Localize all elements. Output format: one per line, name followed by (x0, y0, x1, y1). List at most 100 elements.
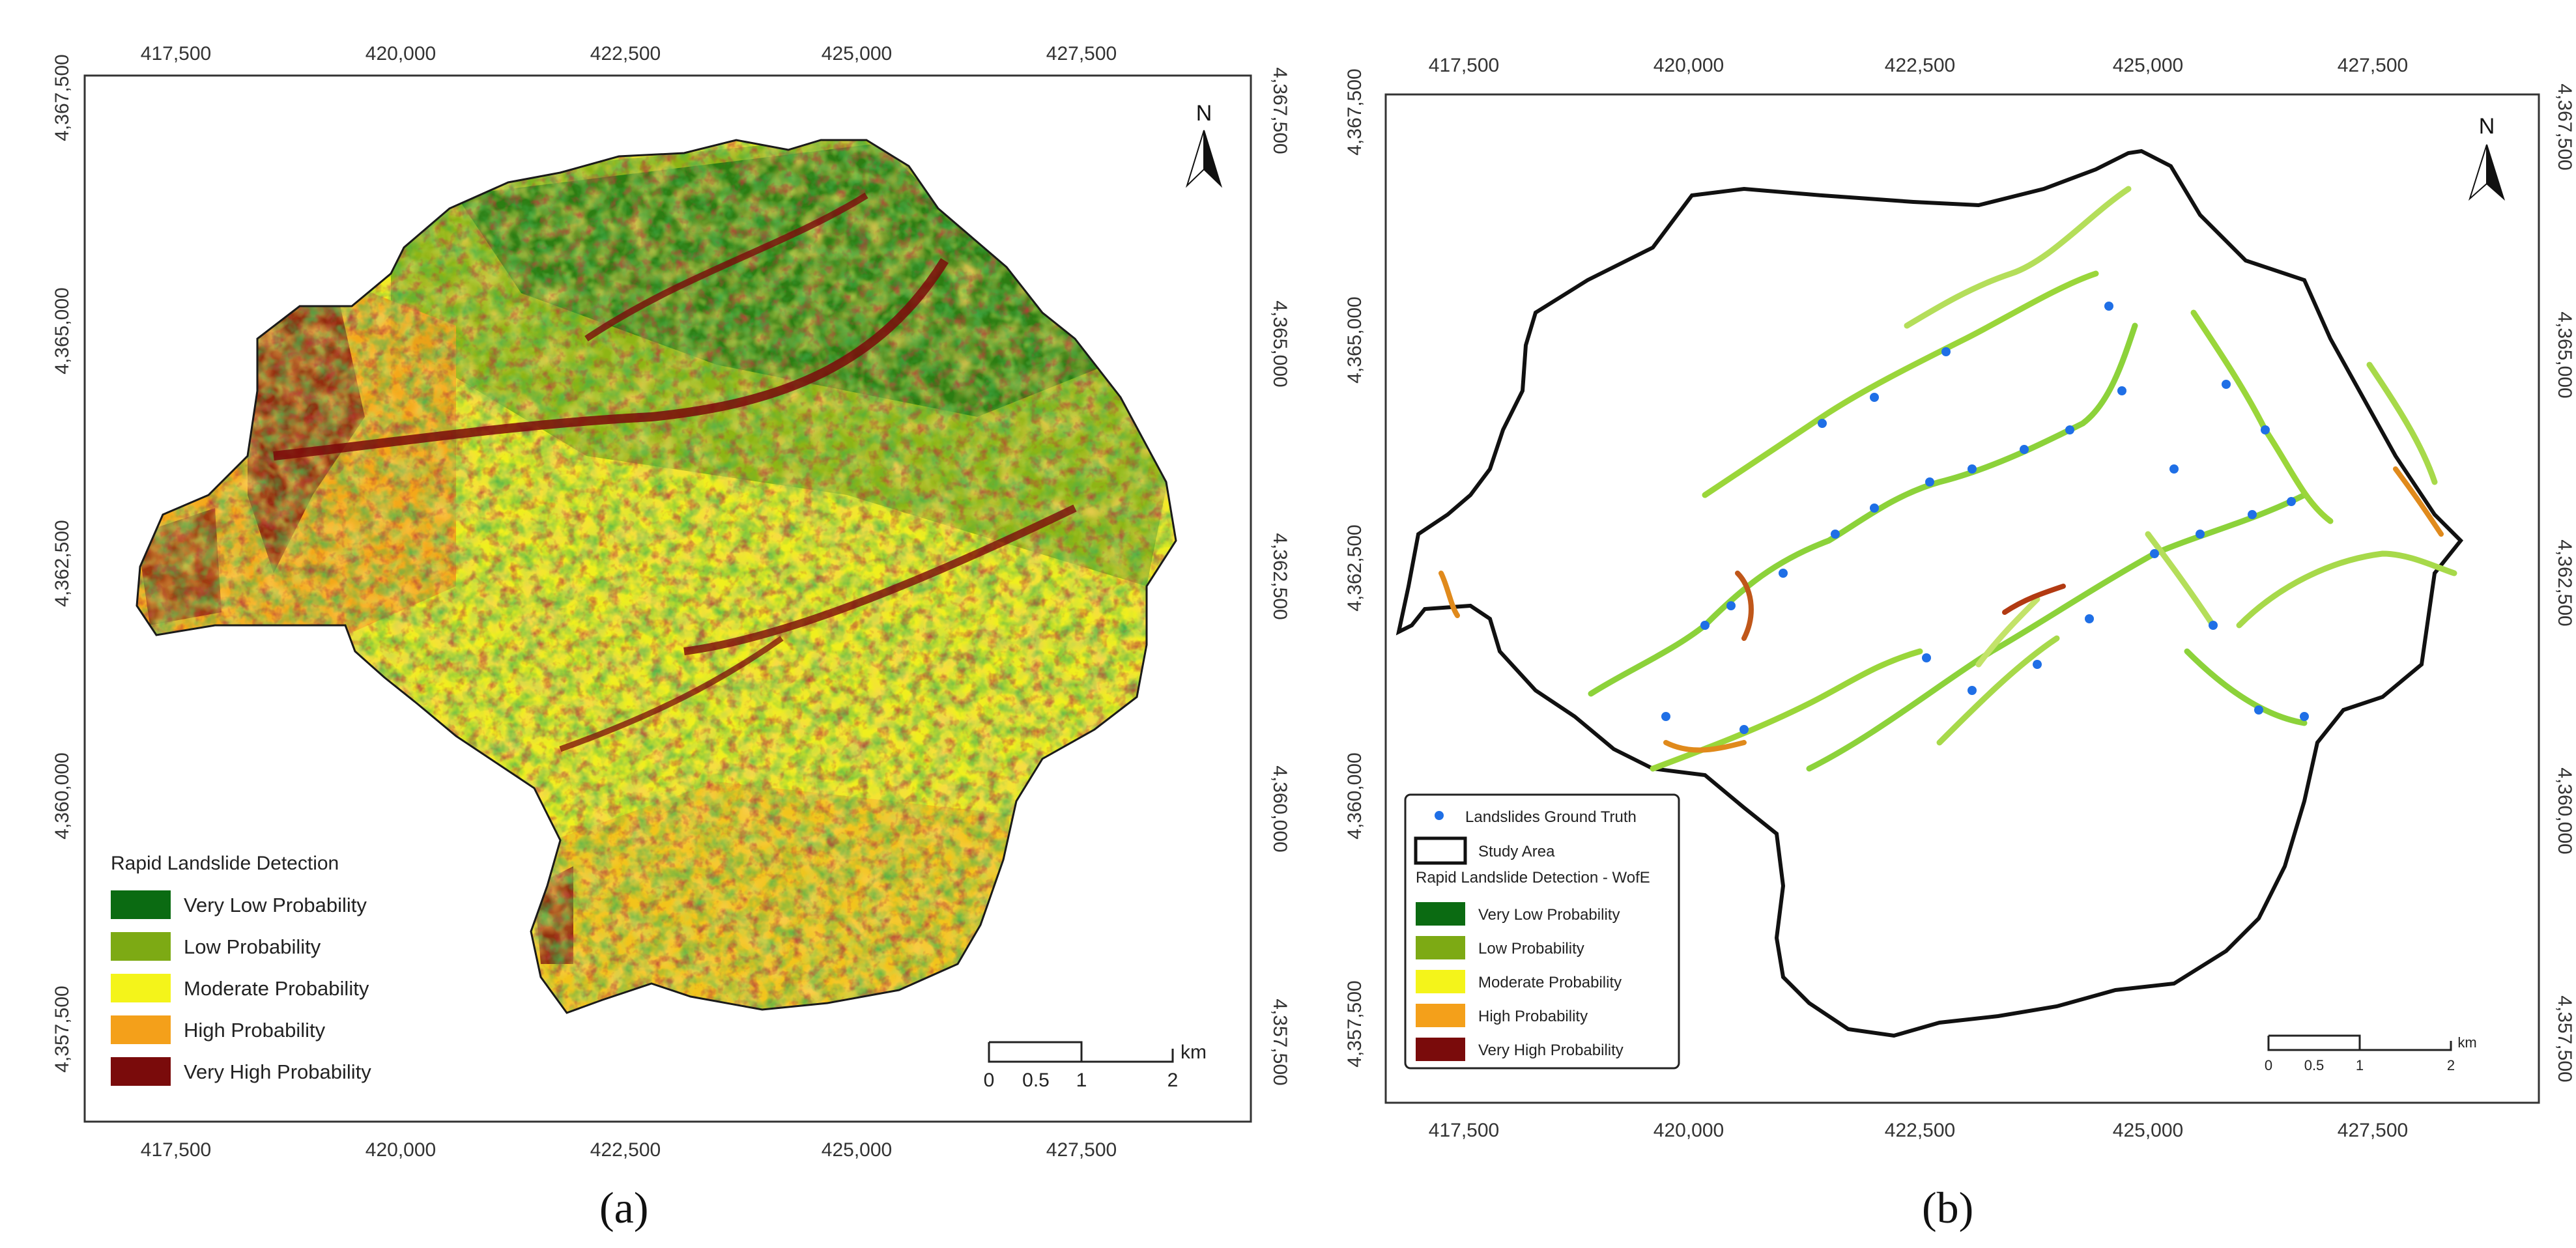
y-tick-label: 4,365,000 (1269, 300, 1288, 387)
y-axis-right: 4,367,500 4,365,000 4,362,500 4,360,000 … (1269, 67, 1288, 1085)
y-tick-label: 4,365,000 (2554, 311, 2575, 398)
x-tick-label: 425,000 (2113, 55, 2183, 76)
x-tick-label: 422,500 (1885, 1120, 1955, 1141)
legend-box (1404, 793, 1680, 1070)
scale-label: 0 (2265, 1057, 2272, 1073)
legend-title: Rapid Landslide Detection (111, 853, 339, 874)
legend-label: Low Probability (1478, 940, 1584, 957)
map-a-svg: 417,500 420,000 422,500 425,000 427,500 … (51, 43, 1288, 1161)
scale-bar-labels: 0 0.5 1 2 km (984, 1042, 1207, 1091)
y-axis-left: 4,367,500 4,365,000 4,362,500 4,360,000 … (51, 54, 73, 1072)
y-tick-label: 4,362,500 (1344, 524, 1366, 611)
x-tick-label: 417,500 (141, 1139, 211, 1161)
panel-b: 417,500 420,000 422,500 425,000 427,500 … (1288, 0, 2576, 1248)
legend-item: Very Low Probability (111, 890, 367, 919)
legend-label: Landslides Ground Truth (1465, 808, 1637, 826)
x-tick-label: 425,000 (822, 1139, 892, 1161)
y-axis-left: 4,367,500 4,365,000 4,362,500 4,360,000 … (1344, 68, 1366, 1067)
x-tick-label: 417,500 (1429, 55, 1499, 76)
x-tick-label: 417,500 (141, 43, 211, 64)
y-tick-label: 4,367,500 (2554, 83, 2575, 170)
scale-label: 0.5 (2304, 1057, 2325, 1073)
x-tick-label: 427,500 (1046, 1139, 1117, 1161)
y-tick-label: 4,367,500 (51, 54, 73, 141)
x-axis-top: 417,500 420,000 422,500 425,000 427,500 (141, 43, 1117, 64)
legend-title: Rapid Landslide Detection - WofE (1416, 869, 1650, 886)
legend-swatch (1416, 1038, 1465, 1061)
scale-label: 2 (1167, 1070, 1179, 1091)
legend-label: Low Probability (184, 935, 321, 958)
x-tick-label: 422,500 (590, 1139, 661, 1161)
legend-swatch (111, 1015, 171, 1044)
legend-label: Moderate Probability (184, 977, 369, 1000)
legend: Rapid Landslide Detection Very Low Proba… (111, 853, 371, 1086)
caption-b: (b) (1922, 1183, 1974, 1232)
caption-a: (a) (599, 1183, 649, 1232)
x-tick-label: 420,000 (1653, 55, 1724, 76)
legend-label: Moderate Probability (1478, 974, 1622, 991)
x-axis-top: 417,500 420,000 422,500 425,000 427,500 (1429, 55, 2408, 76)
y-tick-label: 4,360,000 (1269, 765, 1288, 852)
legend-item: Low Probability (1416, 936, 1584, 959)
legend-swatch (111, 974, 171, 1002)
y-tick-label: 4,362,500 (51, 520, 73, 606)
y-tick-label: 4,365,000 (1344, 296, 1366, 383)
scale-unit: km (1181, 1042, 1207, 1063)
legend-label: Very Low Probability (1478, 906, 1620, 924)
scale-bar-labels: 0 0.5 1 2 km (2265, 1034, 2477, 1073)
legend-item: Very Low Probability (1416, 902, 1620, 926)
legend-item: High Probability (1416, 1004, 1588, 1027)
legend-swatch (1416, 936, 1465, 959)
study-area-outline (1395, 149, 2464, 1038)
x-tick-label: 420,000 (1653, 1120, 1724, 1141)
north-arrow-icon: N (2468, 114, 2506, 201)
x-tick-label: 425,000 (2113, 1120, 2183, 1141)
scale-unit: km (2457, 1034, 2476, 1051)
x-tick-label: 427,500 (1046, 43, 1117, 64)
north-arrow-icon: N (1185, 101, 1223, 188)
legend-item: Very High Probability (111, 1057, 371, 1086)
y-tick-label: 4,365,000 (51, 287, 73, 374)
scale-label: 1 (2356, 1057, 2364, 1073)
y-tick-label: 4,357,500 (51, 986, 73, 1072)
y-tick-label: 4,367,500 (1344, 68, 1366, 155)
scale-label: 0.5 (1022, 1070, 1050, 1091)
legend-swatch (1416, 970, 1465, 993)
y-tick-label: 4,362,500 (2554, 539, 2575, 626)
ground-truth-swatch (1435, 811, 1444, 820)
x-tick-label: 422,500 (1885, 55, 1955, 76)
y-tick-label: 4,357,500 (2554, 995, 2575, 1082)
y-tick-label: 4,357,500 (1344, 980, 1366, 1067)
x-tick-label: 417,500 (1429, 1120, 1499, 1141)
x-tick-label: 425,000 (822, 43, 892, 64)
legend-swatch (1416, 1004, 1465, 1027)
legend-label: Very Low Probability (184, 894, 367, 916)
legend-label: High Probability (1478, 1008, 1588, 1025)
legend: Landslides Ground Truth Study Area Rapid… (1404, 793, 1680, 1070)
legend-label: Very High Probability (184, 1060, 371, 1083)
legend-item: Moderate Probability (1416, 970, 1622, 993)
legend-label: Very High Probability (1478, 1042, 1624, 1059)
y-axis-right: 4,367,500 4,365,000 4,362,500 4,360,000 … (2554, 83, 2575, 1082)
scale-bar (2267, 1034, 2452, 1051)
scale-label: 0 (984, 1070, 995, 1091)
legend-item: Moderate Probability (111, 974, 369, 1002)
scale-bar (988, 1041, 1174, 1063)
scale-label: 2 (2447, 1057, 2455, 1073)
legend-swatch (111, 932, 171, 961)
legend-swatch (111, 1057, 171, 1086)
y-tick-label: 4,367,500 (1269, 67, 1288, 154)
legend-swatch (1416, 902, 1465, 926)
x-tick-label: 427,500 (2338, 1120, 2408, 1141)
legend-label: Study Area (1478, 843, 1555, 860)
x-tick-label: 422,500 (590, 43, 661, 64)
north-label: N (2479, 114, 2495, 139)
y-tick-label: 4,357,500 (1269, 999, 1288, 1085)
landslide-segments (1588, 186, 2457, 772)
legend-item: High Probability (111, 1015, 326, 1044)
x-tick-label: 420,000 (365, 43, 436, 64)
legend-label: High Probability (184, 1019, 326, 1042)
x-axis-bottom: 417,500 420,000 422,500 425,000 427,500 (1429, 1120, 2408, 1141)
panel-a: 417,500 420,000 422,500 425,000 427,500 … (51, 43, 1288, 1232)
x-tick-label: 427,500 (2338, 55, 2408, 76)
